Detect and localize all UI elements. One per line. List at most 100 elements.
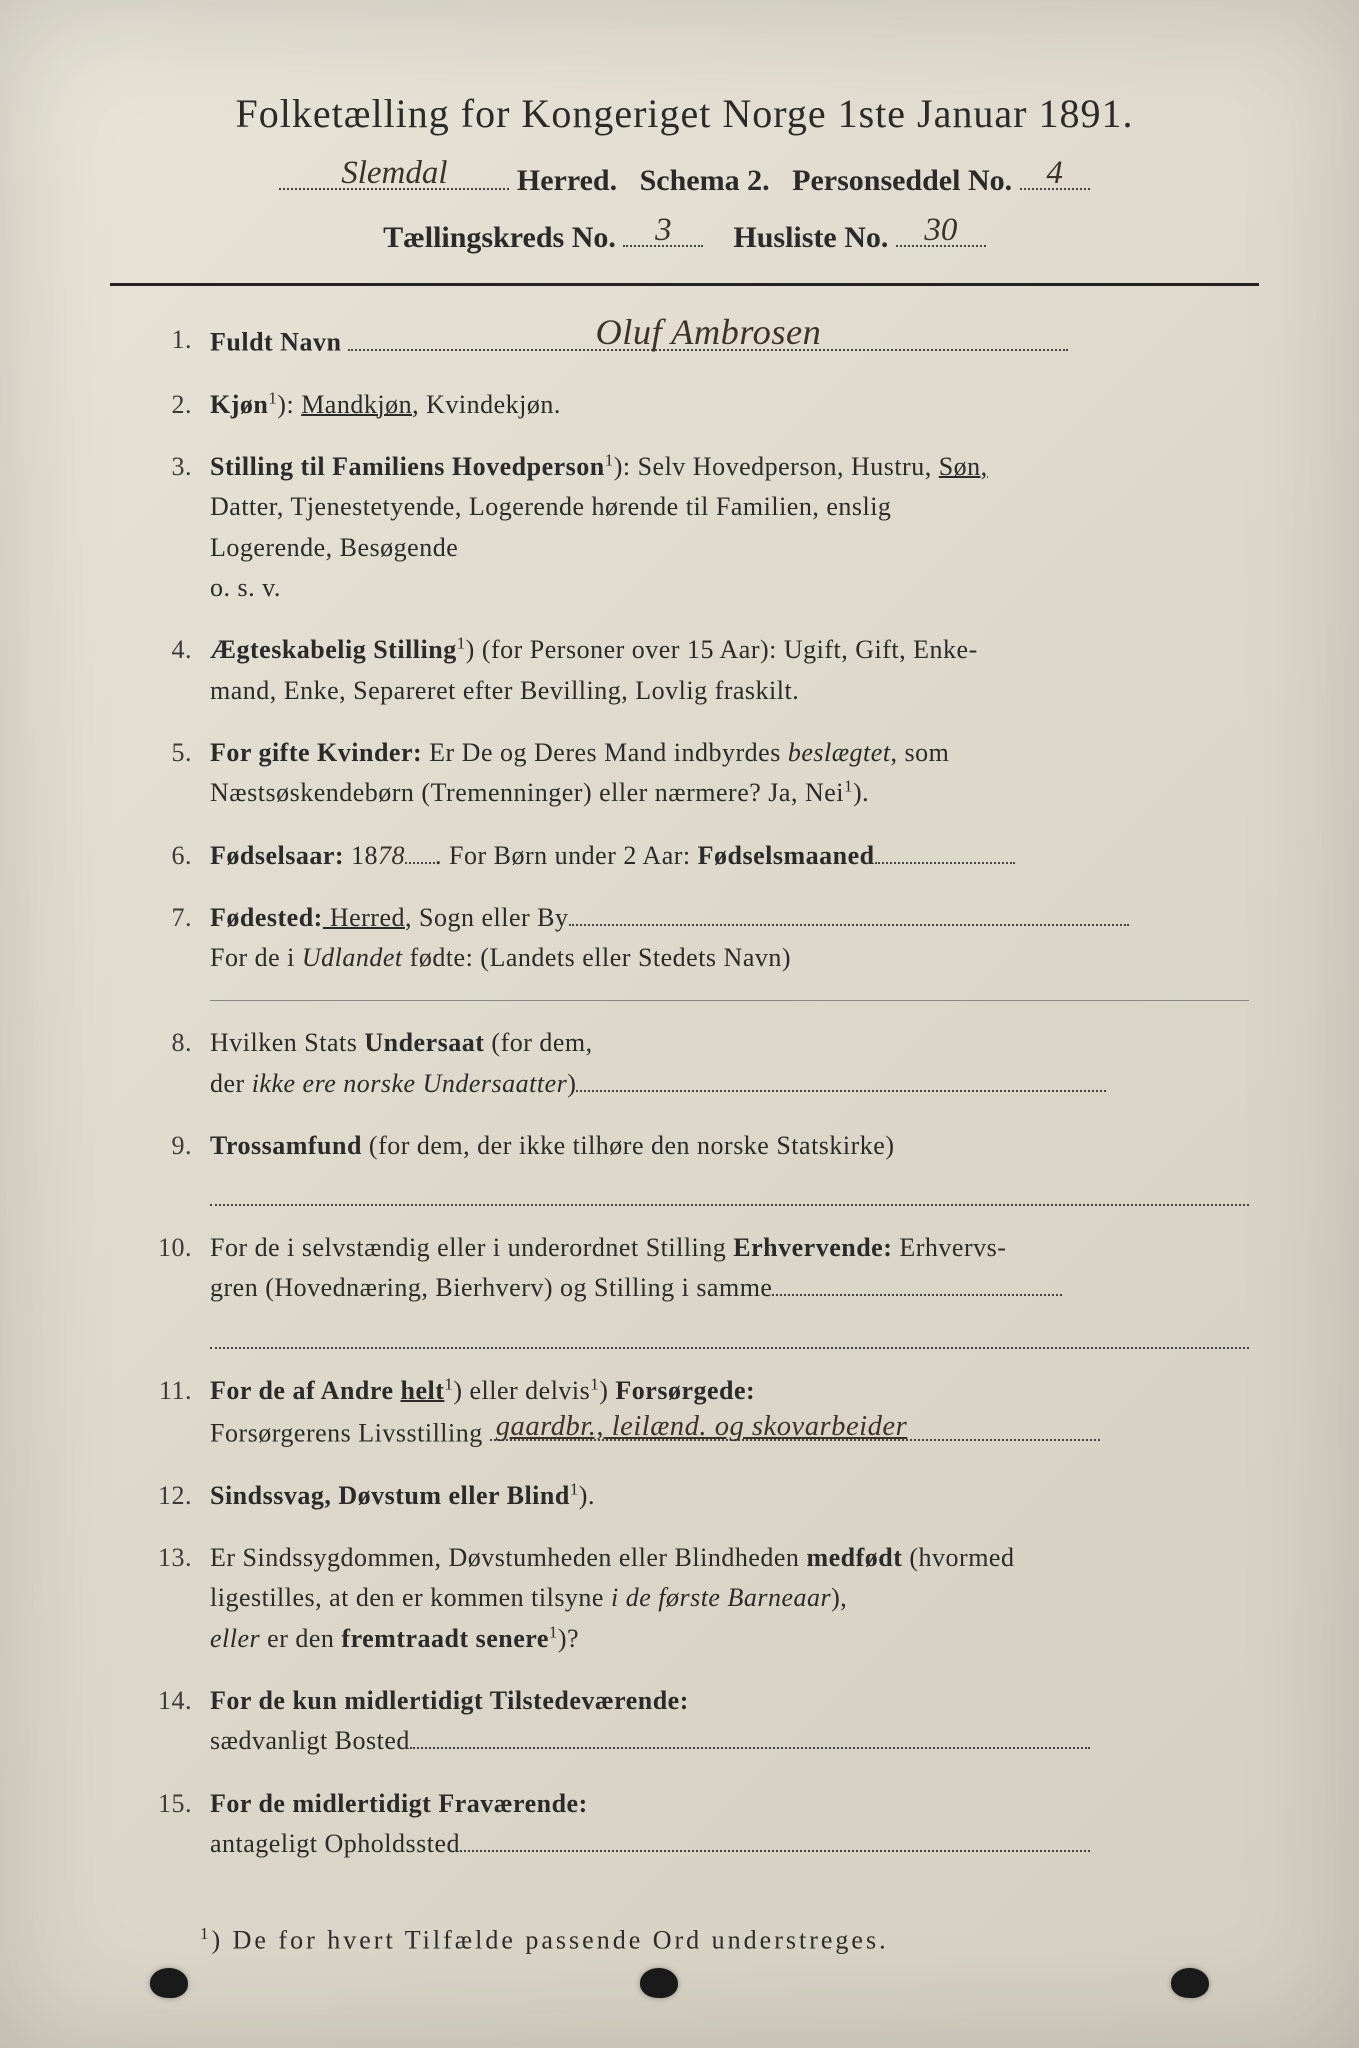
line: Forsørgerens Livsstilling gaardbr., leil…: [210, 1411, 1249, 1454]
text: For de i selvstændig eller i underordnet…: [210, 1233, 733, 1262]
item-1: 1. Fuldt Navn Oluf Ambrosen: [130, 320, 1249, 363]
occupation-field: [772, 1294, 1062, 1296]
line-text: gren (Hovednæring, Bierhverv) og Stillin…: [210, 1273, 772, 1302]
herred-field: Slemdal: [279, 155, 509, 190]
line: eller er den fremtraadt senere1)?: [210, 1619, 1249, 1659]
item-number: 14.: [130, 1681, 210, 1762]
text: ),: [831, 1583, 847, 1612]
year-value: 78: [378, 841, 405, 870]
italic-text: eller: [210, 1624, 260, 1653]
item-number: 1.: [130, 320, 210, 363]
herred-label: Herred.: [517, 164, 617, 197]
label: For de midlertidigt Fraværende:: [210, 1789, 588, 1818]
text: fødte: (Landets eller Stedets Navn): [403, 943, 791, 972]
selected-value: helt: [400, 1376, 444, 1405]
item-body: Hvilken Stats Undersaat (for dem, der ik…: [210, 1023, 1249, 1104]
label: Fødested:: [210, 903, 323, 932]
label: For gifte Kvinder:: [210, 738, 422, 767]
item-body: Kjøn1): Mandkjøn, Kvindekjøn.: [210, 385, 1249, 425]
item-body: For de af Andre helt1) eller delvis1) Fo…: [210, 1371, 1249, 1454]
item-number: 2.: [130, 385, 210, 425]
personseddel-value: 4: [1020, 157, 1090, 190]
item-9: 9. Trossamfund (for dem, der ikke tilhør…: [130, 1126, 1249, 1206]
line: antageligt Opholdssted: [210, 1824, 1249, 1864]
year-prefix: 18: [344, 841, 378, 870]
herred-value: Slemdal: [279, 157, 509, 190]
text: ) eller delvis: [453, 1376, 590, 1405]
text: , Sogn eller By: [405, 903, 569, 932]
line: Logerende, Besøgende: [210, 528, 1249, 568]
text: ): Selv Hovedperson, Hustru,: [614, 452, 939, 481]
kreds-field: 3: [623, 212, 703, 247]
item-8: 8. Hvilken Stats Undersaat (for dem, der…: [130, 1023, 1249, 1104]
footnote-ref: 1: [844, 777, 853, 796]
footnote-marker: 1: [200, 1924, 211, 1943]
line-label: Forsørgerens Livsstilling: [210, 1418, 483, 1447]
item-body: Trossamfund (for dem, der ikke tilhøre d…: [210, 1126, 1249, 1206]
name-field: Oluf Ambrosen: [348, 320, 1068, 351]
italic-text: Udlandet: [302, 943, 403, 972]
item-number: 7.: [130, 898, 210, 979]
text: ).: [853, 778, 869, 807]
line: ligestilles, at den er kommen tilsyne i …: [210, 1578, 1249, 1618]
line: der ikke ere norske Undersaatter): [210, 1064, 1249, 1104]
label: For de af Andre: [210, 1376, 400, 1405]
text: , Kvindekjøn.: [412, 390, 561, 419]
selected-value: Mandkjøn: [301, 390, 412, 419]
punch-hole-icon: [149, 1967, 188, 1998]
item-body: Stilling til Familiens Hovedperson1): Se…: [210, 447, 1249, 608]
label: Sindssvag, Døvstum eller Blind: [210, 1481, 570, 1510]
label: For de kun midlertidigt Tilstedeværende:: [210, 1686, 689, 1715]
item-body: Er Sindssygdommen, Døvstumheden eller Bl…: [210, 1538, 1249, 1659]
citizenship-field: [576, 1090, 1106, 1092]
text: ):: [277, 390, 301, 419]
footnote-ref: 1: [457, 634, 466, 653]
kreds-label: Tællingskreds No.: [383, 221, 616, 254]
text: . For Børn under 2 Aar:: [435, 841, 698, 870]
item-15: 15. For de midlertidigt Fraværende: anta…: [130, 1784, 1249, 1865]
header-block: Folketælling for Kongeriget Norge 1ste J…: [110, 90, 1259, 255]
italic-text: ikke ere norske Undersaatter: [252, 1069, 568, 1098]
label: medfødt: [806, 1543, 902, 1572]
husliste-value: 30: [896, 214, 986, 247]
item-body: Fuldt Navn Oluf Ambrosen: [210, 320, 1249, 363]
line: Næstsøskendebørn (Tremenninger) eller næ…: [210, 773, 1249, 813]
item-body: Ægteskabelig Stilling1) (for Personer ov…: [210, 630, 1249, 711]
punch-hole-icon: [639, 1967, 678, 1998]
line-text: Næstsøskendebørn (Tremenninger) eller næ…: [210, 778, 844, 807]
item-5: 5. For gifte Kvinder: Er De og Deres Man…: [130, 733, 1249, 814]
thin-rule: [210, 1000, 1249, 1001]
footnote-ref: 1: [549, 1622, 558, 1641]
label: Kjøn: [210, 390, 268, 419]
item-3: 3. Stilling til Familiens Hovedperson1):…: [130, 447, 1249, 608]
item-body: For de i selvstændig eller i underordnet…: [210, 1228, 1249, 1348]
footnote-ref: 1: [444, 1374, 453, 1393]
item-number: 11.: [130, 1371, 210, 1454]
italic-text: i de første Barneaar: [604, 1583, 831, 1612]
text: er den: [260, 1624, 341, 1653]
line-text: antageligt Opholdssted: [210, 1829, 460, 1858]
footnote-text: ) De for hvert Tilfælde passende Ord und…: [211, 1926, 888, 1955]
line-text: sædvanligt Bosted: [210, 1726, 410, 1755]
main-title: Folketælling for Kongeriget Norge 1ste J…: [110, 90, 1259, 137]
item-14: 14. For de kun midlertidigt Tilstedevære…: [130, 1681, 1249, 1762]
text: , som: [891, 738, 950, 767]
name-value: Oluf Ambrosen: [348, 314, 1068, 350]
item-number: 13.: [130, 1538, 210, 1659]
punch-hole-icon: [1170, 1967, 1209, 1998]
text: ) (for Personer over 15 Aar): Ugift, Gif…: [466, 635, 978, 664]
text: ): [567, 1069, 576, 1098]
item-4: 4. Ægteskabelig Stilling1) (for Personer…: [130, 630, 1249, 711]
item-body: Fødested: Herred, Sogn eller By For de i…: [210, 898, 1249, 979]
selected-value: Søn,: [939, 452, 988, 481]
provider-value: gaardbr., leilænd. og skovarbeider: [490, 1413, 1100, 1442]
kreds-value: 3: [623, 214, 703, 247]
label: Fødselsaar:: [210, 841, 344, 870]
item-body: For gifte Kvinder: Er De og Deres Mand i…: [210, 733, 1249, 814]
text: ): [599, 1376, 615, 1405]
whereabouts-field: [460, 1850, 1090, 1852]
item-number: 6.: [130, 836, 210, 876]
schema-label: Schema 2.: [640, 164, 770, 197]
item-11: 11. For de af Andre helt1) eller delvis1…: [130, 1371, 1249, 1454]
text: (for dem, der ikke tilhøre den norske St…: [362, 1131, 895, 1160]
